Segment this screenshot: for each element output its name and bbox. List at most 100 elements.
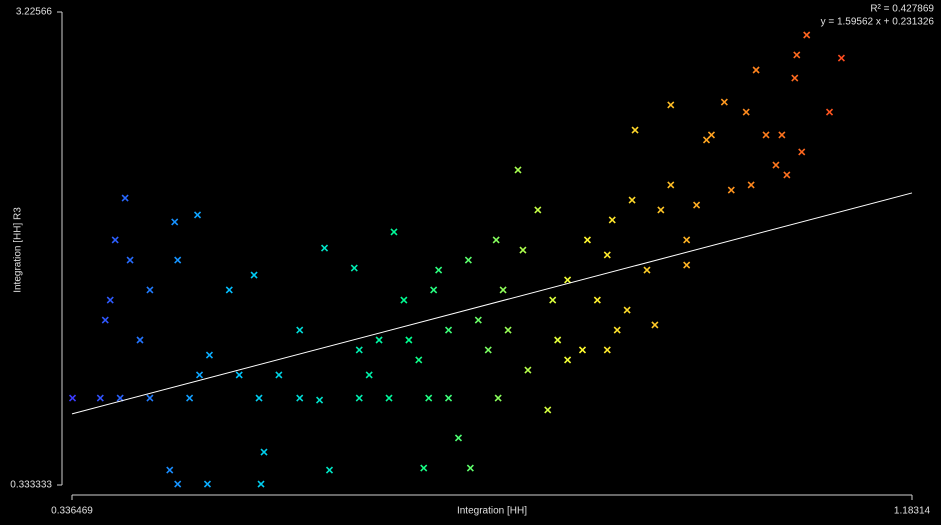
x-tick-label: 0.336469 xyxy=(51,506,93,517)
annotation: y = 1.59562 x + 0.231326 xyxy=(821,17,935,28)
point xyxy=(657,206,665,214)
point xyxy=(783,171,791,179)
point xyxy=(564,356,572,364)
point xyxy=(400,296,408,304)
point xyxy=(225,286,233,294)
y-tick-label: 3.22566 xyxy=(16,7,53,18)
point xyxy=(549,296,557,304)
point xyxy=(325,466,334,474)
trendline xyxy=(71,192,913,415)
point xyxy=(375,336,383,344)
point xyxy=(425,394,433,402)
point xyxy=(554,336,562,344)
point xyxy=(519,246,527,254)
point xyxy=(707,131,716,139)
point xyxy=(464,256,472,264)
point xyxy=(101,316,109,324)
point xyxy=(603,346,611,354)
point xyxy=(534,206,542,214)
point xyxy=(146,394,154,402)
point xyxy=(484,346,492,354)
point xyxy=(772,161,780,169)
point xyxy=(603,251,611,259)
point xyxy=(583,236,592,244)
point xyxy=(474,316,482,324)
point xyxy=(193,211,202,219)
point xyxy=(444,394,453,402)
point xyxy=(355,394,363,402)
point xyxy=(623,306,631,314)
point xyxy=(174,256,182,264)
point xyxy=(499,286,507,294)
point xyxy=(683,236,691,244)
point xyxy=(250,271,258,279)
point xyxy=(296,326,304,334)
point xyxy=(747,181,755,189)
point xyxy=(613,326,621,334)
point xyxy=(593,296,601,304)
point xyxy=(720,98,728,106)
y-tick-label: 0.333333 xyxy=(10,480,52,491)
point xyxy=(752,66,760,74)
point xyxy=(415,356,423,364)
x-axis-label: Integration [HH] xyxy=(457,506,527,517)
point xyxy=(466,464,474,472)
point xyxy=(365,371,373,379)
point xyxy=(693,201,701,209)
point xyxy=(296,394,304,402)
point xyxy=(260,448,268,456)
point xyxy=(430,286,438,294)
point xyxy=(146,286,154,294)
point xyxy=(195,371,204,379)
point xyxy=(257,480,265,488)
point xyxy=(126,256,134,264)
point xyxy=(667,101,675,109)
point xyxy=(793,51,801,59)
point xyxy=(564,276,572,284)
point xyxy=(837,54,845,62)
point xyxy=(825,108,834,116)
point xyxy=(205,351,214,359)
point xyxy=(454,434,463,442)
point xyxy=(643,266,651,274)
point xyxy=(111,236,119,244)
point xyxy=(683,261,691,269)
point xyxy=(578,346,587,354)
point xyxy=(803,31,811,39)
annotation: R² = 0.427869 xyxy=(870,4,934,15)
point xyxy=(762,131,770,139)
point xyxy=(798,148,806,156)
point xyxy=(524,366,532,374)
point xyxy=(166,466,174,474)
point xyxy=(435,266,443,274)
point xyxy=(628,196,636,204)
point xyxy=(742,108,750,116)
point xyxy=(544,406,552,414)
point xyxy=(106,296,114,304)
point xyxy=(651,321,659,329)
point xyxy=(350,264,358,272)
point xyxy=(778,131,786,139)
point xyxy=(174,480,182,488)
point xyxy=(186,394,194,402)
point xyxy=(514,166,522,174)
point xyxy=(121,194,129,202)
point xyxy=(235,371,243,379)
point xyxy=(390,228,398,236)
point xyxy=(96,394,104,402)
point xyxy=(492,236,500,244)
point xyxy=(631,126,639,134)
point xyxy=(68,394,77,402)
point xyxy=(444,326,453,334)
point xyxy=(320,244,329,252)
point xyxy=(727,186,735,194)
point xyxy=(385,394,393,402)
point xyxy=(608,216,616,224)
point xyxy=(504,326,512,334)
point xyxy=(275,371,283,379)
point xyxy=(667,181,675,189)
point xyxy=(791,74,799,82)
x-tick-label: 1.18314 xyxy=(894,506,931,517)
